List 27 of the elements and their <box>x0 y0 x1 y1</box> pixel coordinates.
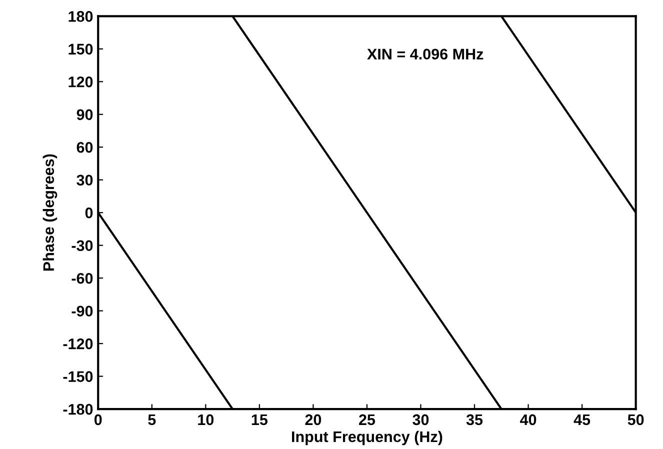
x-tick-label: 5 <box>148 414 156 426</box>
y-tick-label: -90 <box>72 306 93 317</box>
x-tick-label: 35 <box>466 414 483 426</box>
y-tick-label: -120 <box>63 338 93 350</box>
x-tick-label: 20 <box>305 414 322 426</box>
x-tick-label: 45 <box>574 414 590 426</box>
y-tick-label: -30 <box>72 240 93 252</box>
x-tick-label: 0 <box>94 414 102 426</box>
y-tick-label: 150 <box>68 44 93 55</box>
y-tick-label: 60 <box>76 142 93 153</box>
annotation: XIN = 4.096 MHz <box>367 48 484 60</box>
x-tick-label: 25 <box>359 414 376 426</box>
y-tick-label: 30 <box>76 174 93 186</box>
y-tick-label: -180 <box>63 404 93 415</box>
x-tick-label: 15 <box>252 414 268 426</box>
y-tick-label: 0 <box>85 207 93 218</box>
y-axis-title: Phase (degrees) <box>42 154 58 271</box>
y-tick-label: -60 <box>72 272 93 284</box>
x-tick-label: 50 <box>628 414 644 426</box>
y-tick-label: 90 <box>76 109 93 120</box>
x-axis-title: Input Frequency (Hz) <box>292 430 442 446</box>
y-tick-label: -150 <box>63 371 93 382</box>
x-tick-label: 10 <box>198 414 214 426</box>
x-tick-label: 40 <box>520 414 536 426</box>
y-tick-label: 180 <box>68 11 93 22</box>
x-tick-label: 30 <box>412 414 429 426</box>
y-tick-label: 120 <box>68 76 93 88</box>
